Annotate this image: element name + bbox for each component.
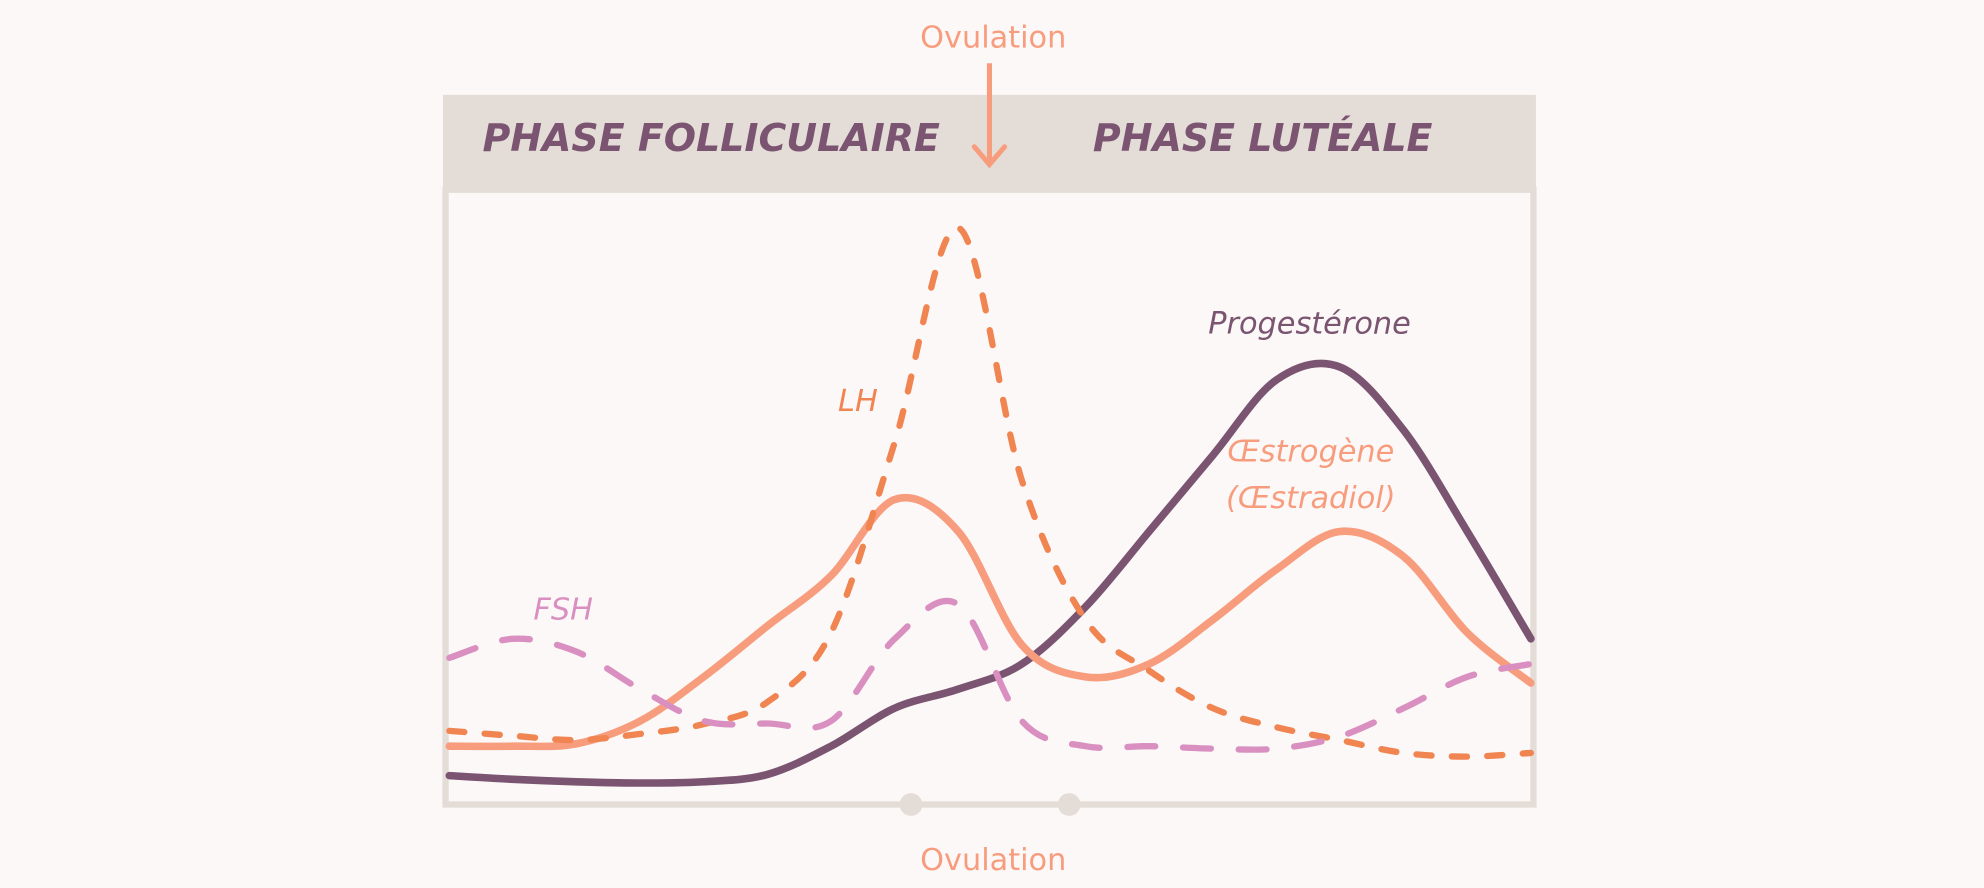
series-line [445,494,1535,751]
plot-frame [442,186,1537,808]
series-line [445,359,1535,787]
series-line [446,224,1535,760]
series-label: LH [838,384,878,419]
ovulation-label: Ovulation [920,21,1066,56]
ovulation-dot [1057,793,1081,816]
ovulation-label: Ovulation [920,843,1066,878]
series-line [446,597,1535,753]
ovulation-arrowhead [971,144,1008,169]
series-label: (Œstradiol) [1226,481,1396,516]
series-label: Œstrogène [1227,434,1394,469]
phase-label: PHASE LUTÉALE [1093,116,1433,160]
series-label: FSH [533,592,593,627]
series-label: Progestérone [1208,307,1411,342]
ovulation-dot [899,793,923,816]
phase-label: PHASE FOLLICULAIRE [482,116,940,160]
